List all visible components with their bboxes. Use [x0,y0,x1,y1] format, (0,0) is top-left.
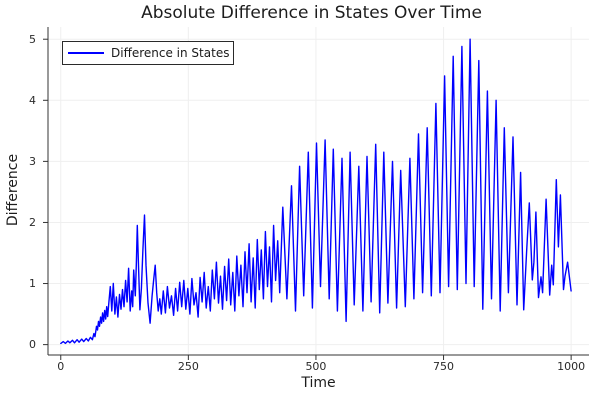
legend-line-sample [68,52,104,54]
y-tick-label: 2 [29,215,36,229]
legend: Difference in States [62,41,234,65]
y-tick-label: 4 [29,93,36,107]
x-tick-label: 500 [305,360,327,373]
y-tick-label: 1 [29,277,36,291]
y-tick-label: 3 [29,154,36,168]
y-tick-label: 5 [29,32,36,46]
x-tick-label: 1000 [557,360,586,373]
legend-label: Difference in States [111,46,230,60]
x-axis-label: Time [301,375,336,391]
y-tick-label: 0 [29,338,36,352]
x-tick-label: 750 [433,360,455,373]
chart-title: Absolute Difference in States Over Time [141,3,482,23]
x-tick-label: 0 [57,360,65,373]
x-tick-label: 250 [177,360,199,373]
data-line [60,38,572,345]
